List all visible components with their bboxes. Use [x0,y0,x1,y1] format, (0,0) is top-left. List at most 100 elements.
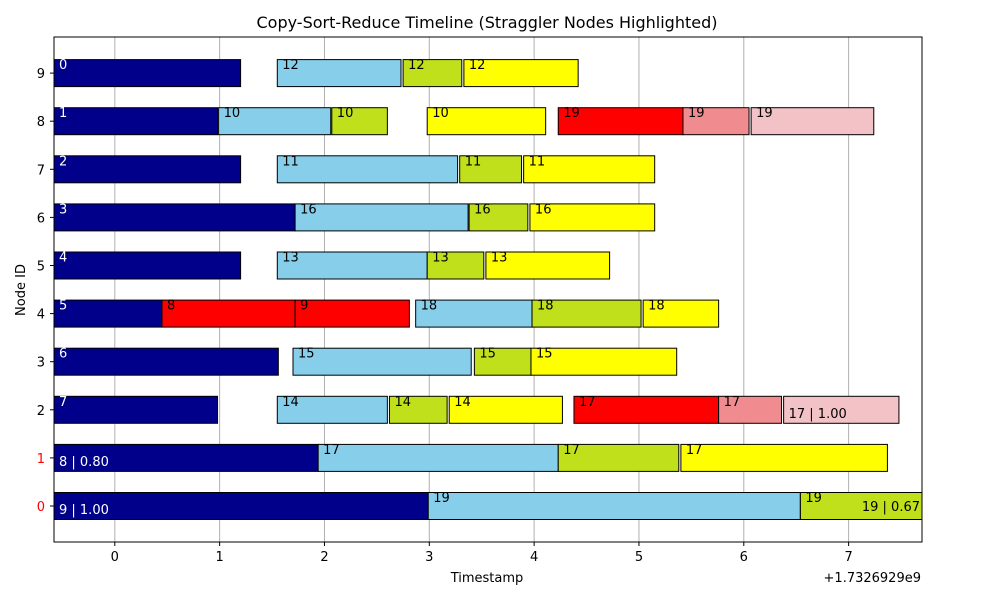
task-bar-reduce [448,395,563,424]
task-bar-sort [557,443,680,472]
task-label: 16 [535,202,552,217]
task-bar-reduce [523,155,656,184]
x-tick-label: 3 [425,550,433,565]
x-axis: 0 1 2 3 4 5 6 7 [111,542,853,565]
task-label: 11 [465,154,482,169]
task-bar-reduce [530,347,678,376]
x-offset-label: +1.7326929e9 [824,571,921,586]
task-label: 0 [59,58,67,73]
x-tick-label: 6 [740,550,748,565]
task-label: 17 [323,443,340,458]
task-bar-sort [468,203,529,232]
task-label: 14 [282,395,299,410]
y-tick-label: 1 [37,452,45,467]
task-bar-reduce [463,59,579,88]
task-bar-reduce [426,107,547,136]
x-tick-label: 5 [635,550,643,565]
task-label: 16 [474,202,491,217]
task-bar-sort [531,299,642,328]
task-bar-copy [317,443,559,472]
task-label: 3 [59,202,67,217]
task-label: 10 [224,106,241,121]
x-tick-label: 0 [111,550,119,565]
task-label: 17 [563,443,580,458]
y-axis-label: Node ID [14,264,29,316]
plot-frame [53,36,923,543]
task-bar-map [53,155,242,184]
y-axis: 0 1 2 3 4 5 6 7 8 9 [37,67,54,515]
task-bar-straggler_copy [573,395,720,424]
task-label: 19 [688,106,705,121]
task-bar-copy [276,251,428,280]
task-bar-copy [415,299,533,328]
task-bar-straggler_copy [161,299,296,328]
task-bar-map [53,347,279,376]
task-bar-map [53,203,296,232]
task-label: 11 [282,154,299,169]
task-bar-copy [292,347,472,376]
task-label: 5 [59,299,67,314]
task-bar-sort [473,347,532,376]
task-bar-reduce [642,299,720,328]
task-label: 14 [454,395,471,410]
task-label: 12 [408,58,425,73]
task-label: 19 | 0.67 [862,500,920,515]
y-tick-label: 4 [37,308,45,323]
y-tick-label: 0 [37,500,45,515]
task-label: 18 [421,299,438,314]
task-label: 13 [491,251,508,266]
task-bar-map [53,492,429,520]
task-label: 11 [529,154,546,169]
task-label: 10 [432,106,449,121]
task-bar-copy [276,155,459,184]
task-bar-sort [402,59,463,88]
task-label: 19 [756,106,773,121]
task-bar-straggler_reduce [783,395,900,424]
task-label: 17 | 1.00 [789,407,847,422]
task-bar-sort [459,155,523,184]
task-label: 8 [167,299,175,314]
task-label: 10 [337,106,354,121]
task-label: 4 [59,251,67,266]
task-label: 18 [648,299,665,314]
task-label: 15 [298,347,315,362]
task-bar-copy [427,492,801,520]
task-label: 9 | 1.00 [59,503,109,518]
x-tick-label: 7 [844,550,852,565]
task-label: 15 [479,347,496,362]
task-bar-sort [799,492,923,520]
task-bar-straggler_sort [682,107,750,136]
y-tick-label: 8 [37,115,45,130]
task-label: 19 [563,106,580,121]
task-bar-map [53,299,163,328]
task-label: 1 [59,106,67,121]
task-bar-sort [426,251,485,280]
task-label: 15 [536,347,553,362]
task-label: 12 [469,58,486,73]
task-bar-reduce [680,443,888,472]
task-bar-straggler_copy [294,299,410,328]
x-tick-label: 2 [320,550,328,565]
y-tick-label: 7 [37,163,45,178]
task-label: 19 [805,491,822,506]
task-label: 17 [579,395,596,410]
task-label: 9 [300,299,308,314]
task-bar-sort [388,395,448,424]
task-bar-map [53,59,242,88]
task-bar-copy [294,203,469,232]
task-label: 13 [432,251,449,266]
task-label: 16 [300,202,317,217]
y-tick-label: 3 [37,356,45,371]
task-label: 17 [686,443,703,458]
x-tick-label: 1 [215,550,223,565]
task-label: 13 [282,251,299,266]
y-tick-label: 5 [37,260,45,275]
task-bar-map [53,251,242,280]
x-tick-label: 4 [530,550,538,565]
task-bar-copy [276,59,402,88]
task-bar-sort [331,107,388,136]
y-tick-label: 2 [37,404,45,419]
task-bar-copy [218,107,332,136]
task-bar-straggler_copy [557,107,684,136]
task-label: 17 [724,395,741,410]
